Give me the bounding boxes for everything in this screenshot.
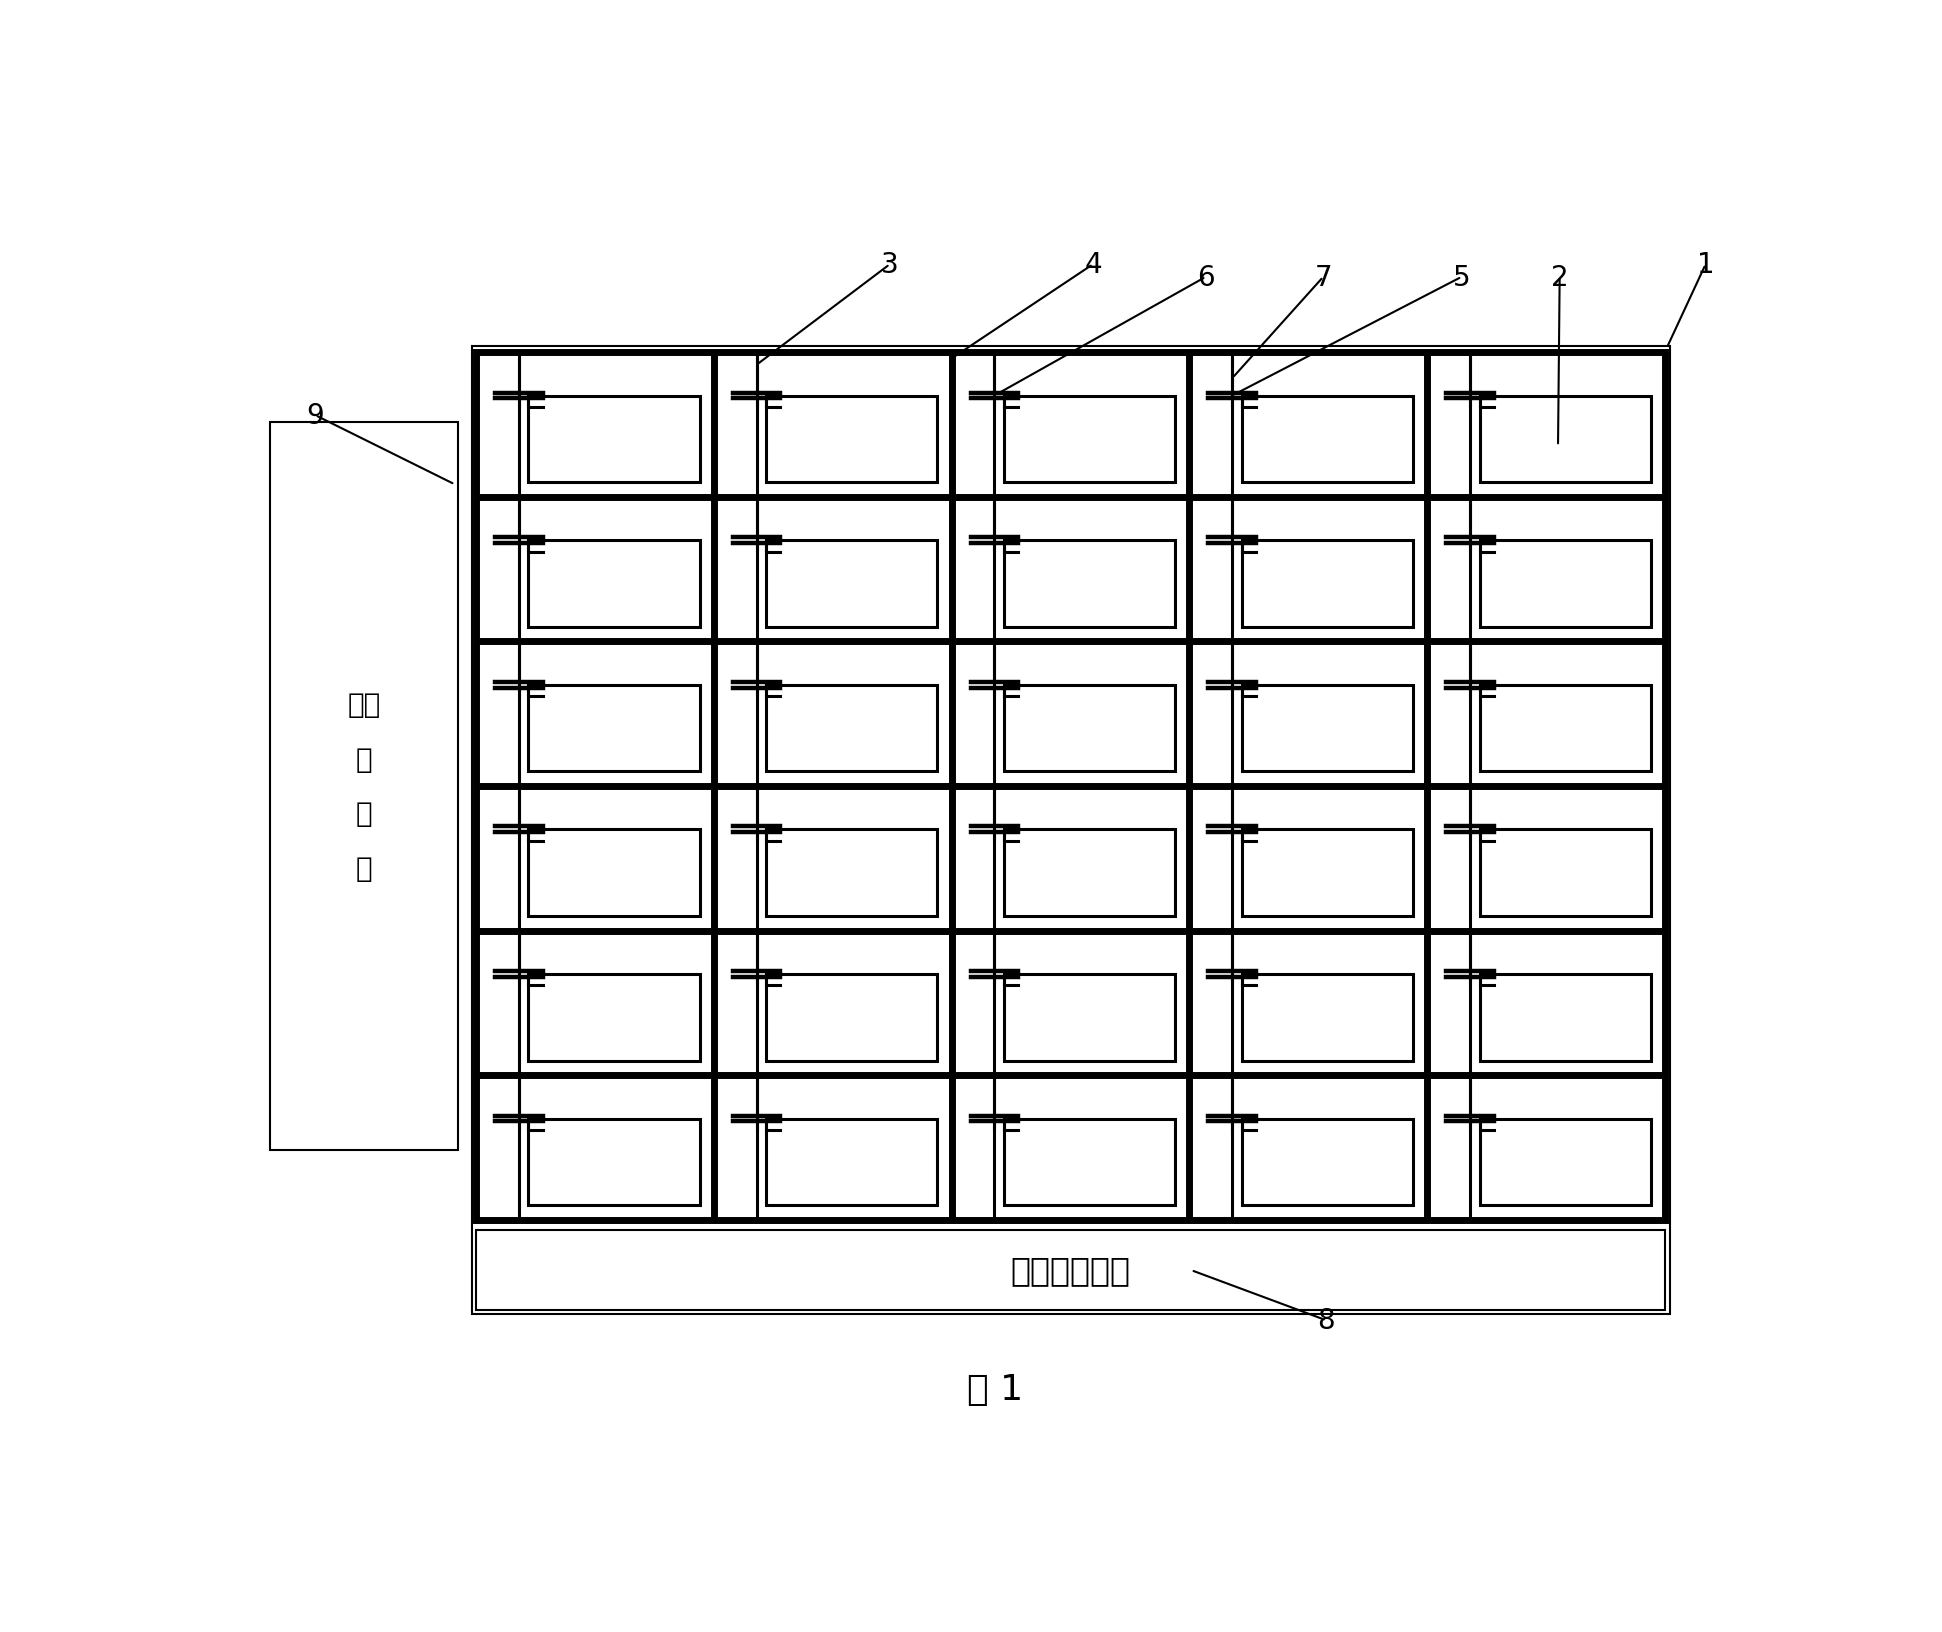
- Bar: [528, 540, 699, 627]
- Bar: [528, 974, 699, 1061]
- Bar: [767, 397, 938, 483]
- Text: 7: 7: [1315, 263, 1332, 292]
- Bar: [1004, 829, 1175, 917]
- Text: 1: 1: [1697, 251, 1715, 279]
- Bar: [1241, 540, 1414, 627]
- Bar: [528, 829, 699, 917]
- Bar: [1480, 829, 1651, 917]
- Text: 3: 3: [882, 251, 899, 279]
- Bar: [1241, 397, 1414, 483]
- Bar: [476, 353, 1664, 1221]
- Bar: [767, 1120, 938, 1206]
- Bar: [767, 685, 938, 772]
- Text: 9: 9: [307, 401, 324, 429]
- Bar: [528, 685, 699, 772]
- Text: 8: 8: [1317, 1307, 1336, 1335]
- Bar: [476, 1231, 1664, 1310]
- Bar: [1480, 540, 1651, 627]
- Bar: [472, 346, 1670, 1314]
- Text: 扫描
驱
动
器: 扫描 驱 动 器: [348, 690, 381, 881]
- Bar: [767, 829, 938, 917]
- Bar: [1004, 685, 1175, 772]
- Bar: [1480, 397, 1651, 483]
- Bar: [1241, 829, 1414, 917]
- Text: 数据驱动芯片: 数据驱动芯片: [1010, 1253, 1130, 1286]
- Bar: [1241, 974, 1414, 1061]
- Text: 6: 6: [1196, 263, 1216, 292]
- Bar: [1241, 1120, 1414, 1206]
- Bar: [767, 540, 938, 627]
- Bar: [1004, 974, 1175, 1061]
- Bar: [1004, 397, 1175, 483]
- Text: 2: 2: [1552, 263, 1569, 292]
- Bar: [1480, 1120, 1651, 1206]
- Bar: [528, 397, 699, 483]
- Bar: [767, 974, 938, 1061]
- Text: 图 1: 图 1: [967, 1373, 1023, 1407]
- Bar: [1480, 685, 1651, 772]
- Bar: [1004, 540, 1175, 627]
- Bar: [1004, 1120, 1175, 1206]
- Bar: [1241, 685, 1414, 772]
- Bar: [528, 1120, 699, 1206]
- Bar: [270, 423, 458, 1151]
- Bar: [476, 353, 1664, 1221]
- Text: 5: 5: [1453, 263, 1470, 292]
- Bar: [1480, 974, 1651, 1061]
- Text: 4: 4: [1084, 251, 1101, 279]
